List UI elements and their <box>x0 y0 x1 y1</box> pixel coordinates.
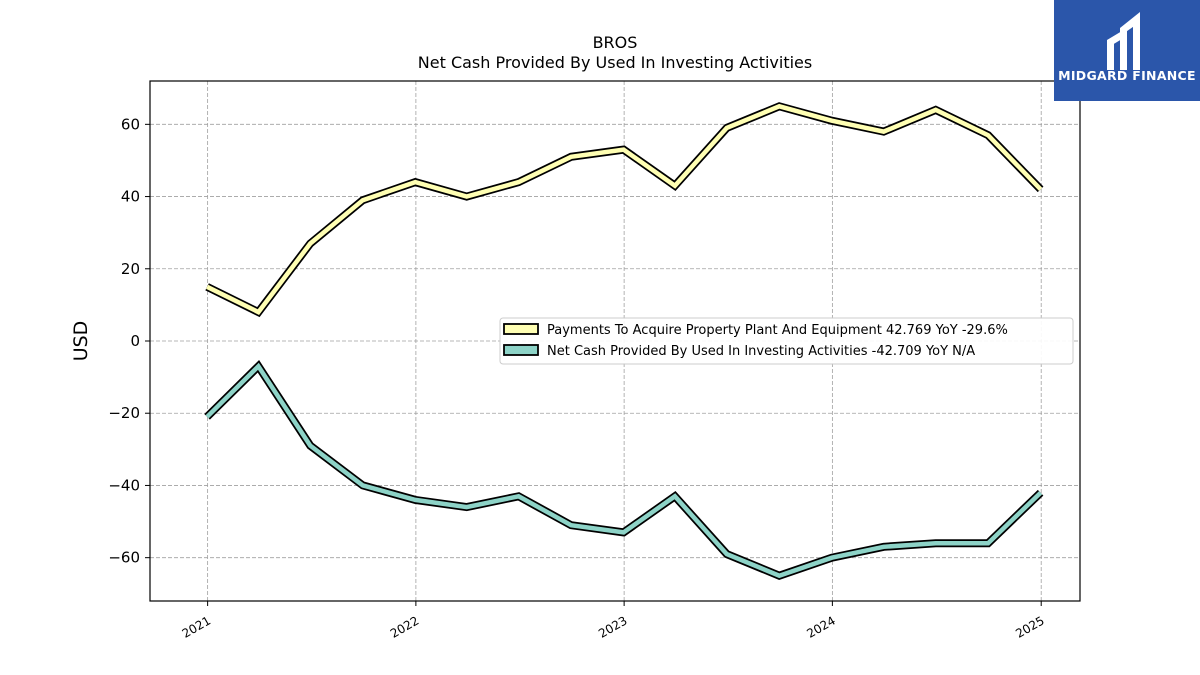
series-lines <box>204 102 1044 580</box>
x-tick-label: 2024 <box>804 613 837 640</box>
legend: Payments To Acquire Property Plant And E… <box>499 317 1074 365</box>
y-tick-label: −40 <box>108 476 140 494</box>
x-tick-label: 2023 <box>596 613 629 640</box>
y-tick-label: 20 <box>121 260 140 278</box>
y-tick-label: 40 <box>121 188 140 206</box>
logo-text: MIDGARD FINANCE <box>1058 68 1196 83</box>
y-tick-label: 60 <box>121 115 140 133</box>
legend-swatch-net-cash <box>503 344 539 356</box>
x-tick-label: 2022 <box>388 613 421 640</box>
y-axis-label: USD <box>70 321 92 362</box>
x-tick-label: 2025 <box>1013 613 1046 640</box>
legend-label-payments: Payments To Acquire Property Plant And E… <box>547 323 1008 338</box>
y-tick-label: −60 <box>108 549 140 567</box>
legend-box <box>499 317 1074 365</box>
legend-label-net-cash: Net Cash Provided By Used In Investing A… <box>547 344 975 359</box>
y-tick-label: 0 <box>130 332 140 350</box>
y-tick-label: −20 <box>108 404 140 422</box>
chart-title: BROS <box>593 33 638 52</box>
x-tick-label: 2021 <box>180 613 213 640</box>
y-axis-ticks: −60 −40 −20 0 20 40 60 <box>108 115 150 567</box>
series-0-line <box>206 103 1043 315</box>
chart-subtitle: Net Cash Provided By Used In Investing A… <box>418 53 812 72</box>
logo-mark-icon <box>1107 12 1140 70</box>
logo: MIDGARD FINANCE <box>1054 0 1200 101</box>
x-axis-ticks: 2021 2022 2023 2024 2025 <box>180 601 1047 641</box>
legend-swatch-payments <box>503 323 539 335</box>
series-1-line <box>205 362 1043 579</box>
